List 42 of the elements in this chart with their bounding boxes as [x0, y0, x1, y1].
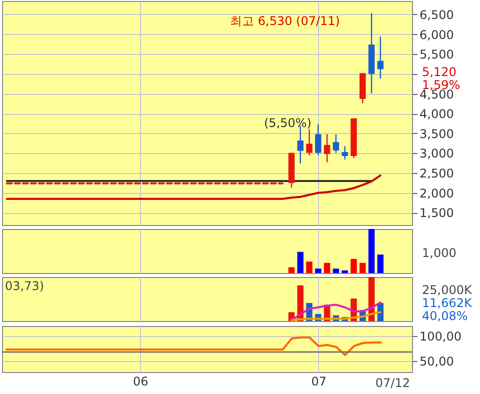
text: 11,662K: [422, 296, 473, 310]
y-tick-label: 2,500: [420, 166, 454, 181]
y-tick-label: 3,000: [420, 146, 454, 161]
annotation: 최고 6,530 (07/11): [230, 14, 340, 28]
y-tick-label: 6,000: [420, 28, 454, 42]
y-tick-label: 5,500: [420, 48, 454, 62]
y-tick-label: 50,00: [420, 354, 454, 368]
line-series: [6, 174, 382, 200]
y-tick-label: 6,500: [420, 8, 454, 22]
annotation: 03,73): [5, 279, 44, 293]
bar: [342, 270, 348, 273]
bar: [332, 268, 340, 273]
candlestick: [377, 36, 384, 80]
y-tick-label: 100,00: [420, 330, 462, 344]
text: 5,120: [422, 65, 456, 79]
candlestick: [324, 134, 330, 163]
line-series: [5, 336, 382, 356]
bar: [324, 262, 330, 273]
y-tick-label: 1,500: [420, 206, 454, 220]
bar: [368, 229, 375, 273]
y-tick-label: 4,000: [420, 107, 454, 122]
y-tick-label: 2,000: [420, 186, 454, 200]
bar: [360, 262, 366, 273]
text: 25,000K: [422, 283, 473, 297]
text: 40,08%: [422, 309, 468, 323]
candlestick: [332, 134, 340, 154]
candlestick: [315, 124, 322, 156]
candlestick: [306, 128, 312, 156]
bar: [288, 267, 295, 273]
text: 1,000: [422, 246, 456, 260]
text: 1,59%: [422, 78, 460, 92]
candlestick: [342, 146, 348, 160]
y-tick-label: 3,500: [420, 126, 454, 141]
text: 07/12: [375, 376, 410, 390]
bar: [377, 254, 384, 273]
bar: [350, 258, 357, 273]
annotation: (5,50%): [264, 116, 312, 130]
x-tick-label: 06: [133, 374, 148, 388]
bar: [315, 268, 322, 273]
x-tick-label: 07: [311, 374, 327, 388]
bar: [306, 262, 312, 273]
bar: [297, 252, 304, 273]
